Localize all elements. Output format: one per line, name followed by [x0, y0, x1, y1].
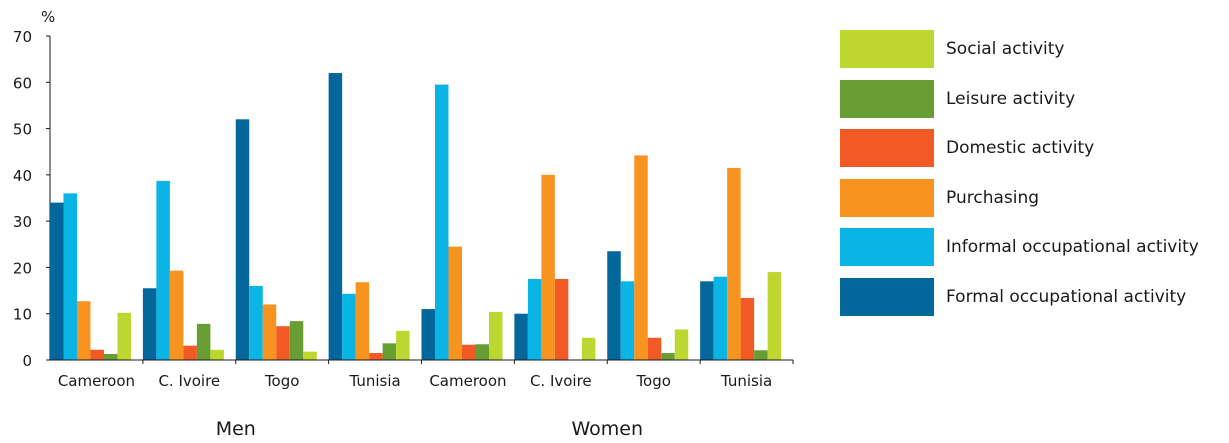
y-axis: 0 10 20 30 40 50 60 70 — [13, 28, 51, 370]
bar — [249, 285, 263, 360]
bar — [156, 180, 170, 360]
legend-item: Purchasing — [840, 178, 1225, 229]
category-label: C. Ivoire — [158, 372, 220, 390]
bar — [262, 304, 277, 360]
legend-item: Informal occupational activity — [840, 228, 1225, 278]
bar — [50, 202, 64, 360]
bar-chart: % 0 10 20 30 40 50 60 70 Cameroon C. Ivoire Togo T… — [13, 8, 794, 390]
bar — [355, 282, 370, 360]
bar — [104, 353, 118, 360]
bar — [647, 337, 662, 360]
category-label: Togo — [635, 372, 671, 390]
bar — [475, 344, 489, 360]
legend-label: Formal occupational activity — [946, 286, 1187, 307]
legend-item: Leisure activity — [840, 79, 1225, 130]
bar — [554, 279, 569, 360]
bar — [527, 279, 542, 360]
bar — [713, 276, 728, 360]
category-label: Togo — [264, 372, 300, 390]
legend-swatch — [840, 129, 934, 167]
bar — [514, 313, 528, 360]
legend: Social activity Leisure activity Domestic … — [840, 30, 1225, 327]
legend-label: Leisure activity — [946, 88, 1076, 109]
bar — [767, 272, 782, 360]
bar — [117, 312, 131, 360]
category-label: Tunisia — [720, 372, 772, 390]
group-label: Women — [571, 418, 644, 440]
category-label: Cameroon — [58, 372, 135, 390]
bar — [90, 349, 104, 360]
bar — [276, 326, 290, 360]
bar — [303, 351, 317, 360]
bar — [235, 119, 250, 360]
legend-label: Social activity — [946, 39, 1065, 59]
legend-label: Informal occupational activity — [946, 237, 1199, 257]
bar — [634, 155, 648, 360]
legend-item: Domestic activity — [840, 129, 1225, 179]
bar — [674, 329, 689, 360]
category-label: Cameroon — [429, 372, 506, 390]
y-tick-label: 20 — [13, 259, 32, 277]
bar — [369, 353, 383, 360]
y-tick-label: 0 — [22, 352, 32, 370]
bar — [435, 84, 449, 360]
y-tick-label: 10 — [13, 306, 32, 324]
bar — [183, 345, 197, 360]
legend-item: Social activity — [840, 30, 1225, 80]
bar — [328, 73, 343, 361]
x-axis: Cameroon C. Ivoire Togo Tunisia Cameroon C. I… — [50, 359, 794, 390]
legend-item: Formal occupational activity — [840, 277, 1225, 328]
legend-swatch — [840, 79, 934, 118]
bar — [421, 309, 435, 360]
category-label: Tunisia — [348, 372, 400, 390]
category-label: C. Ivoire — [530, 372, 592, 390]
bar — [661, 353, 675, 360]
bar — [63, 193, 77, 360]
bar — [754, 350, 768, 360]
bar — [700, 281, 714, 360]
bar — [77, 301, 91, 360]
bar — [727, 167, 741, 360]
legend-swatch — [840, 30, 934, 68]
bar — [620, 281, 635, 360]
bar — [210, 349, 224, 360]
bar — [581, 337, 596, 360]
bar — [396, 330, 410, 360]
y-tick-label: 70 — [13, 28, 32, 46]
y-tick-label: 40 — [13, 167, 32, 185]
legend-swatch — [840, 277, 934, 316]
y-tick-label: 30 — [13, 213, 32, 231]
bar — [169, 270, 184, 360]
bar — [342, 293, 356, 360]
bar — [489, 311, 503, 360]
bar — [142, 288, 157, 360]
y-tick-label: 50 — [13, 121, 32, 139]
bar — [462, 344, 476, 360]
legend-label: Purchasing — [946, 187, 1040, 208]
bar — [607, 251, 621, 360]
bar — [541, 174, 555, 360]
bar — [448, 246, 462, 360]
bar — [740, 297, 755, 360]
bar — [382, 343, 397, 360]
group-label: Men — [215, 418, 256, 440]
y-tick-label: 60 — [13, 74, 32, 92]
bars — [50, 73, 782, 361]
y-axis-label: % — [41, 8, 55, 26]
legend-swatch — [840, 178, 934, 217]
bar — [289, 321, 304, 360]
legend-label: Domestic activity — [946, 138, 1095, 158]
bar — [196, 323, 211, 360]
legend-swatch — [840, 228, 934, 266]
